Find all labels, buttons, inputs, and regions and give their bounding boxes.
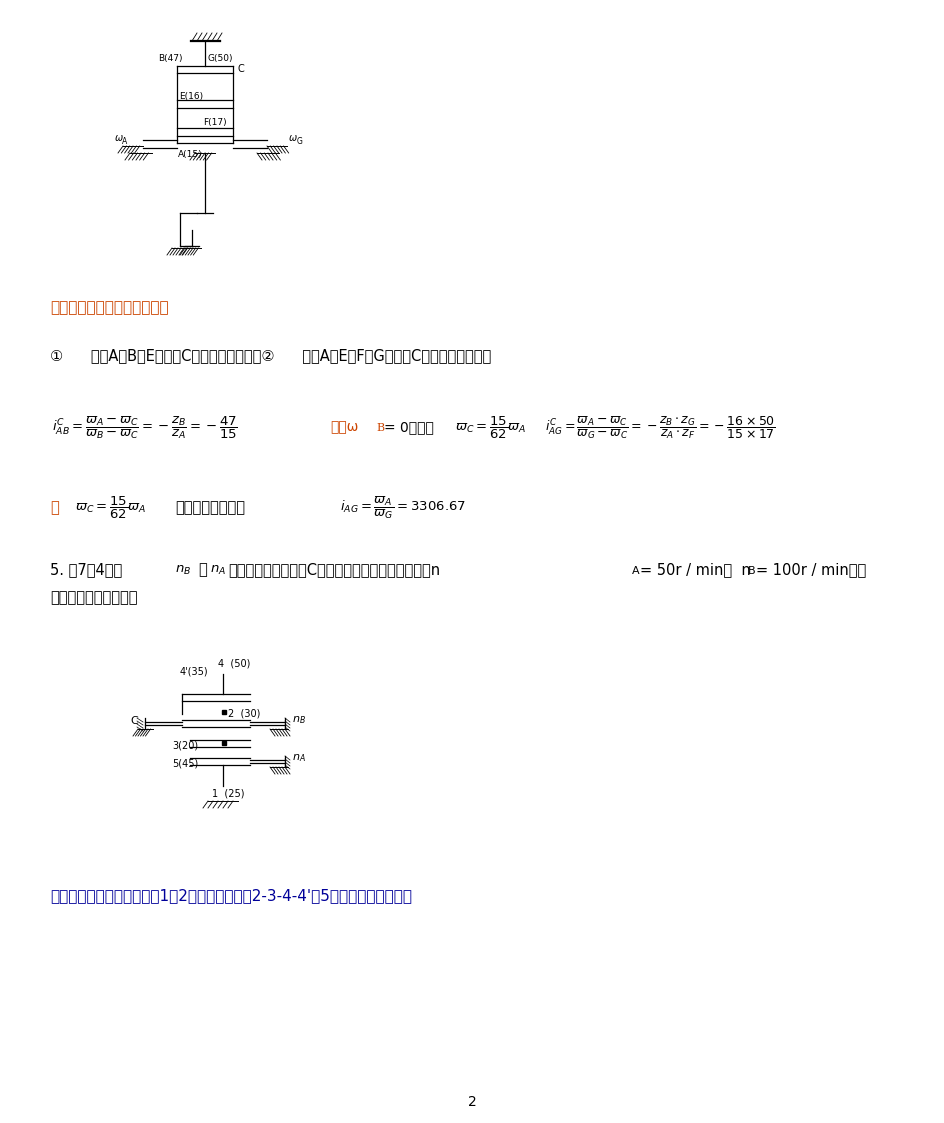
Text: 定转速的大小和转向。: 定转速的大小和转向。 — [50, 590, 138, 605]
Text: $n_{A}$: $n_{A}$ — [292, 752, 306, 764]
Text: 因为ω: 因为ω — [329, 420, 358, 433]
Text: $i_{AG}^{C}=\dfrac{\varpi_{A}-\varpi_{C}}{\varpi_{G}-\varpi_{C}}=-\dfrac{z_{B}\c: $i_{AG}^{C}=\dfrac{\varpi_{A}-\varpi_{C}… — [545, 416, 775, 441]
Text: 2  (30): 2 (30) — [228, 707, 261, 718]
Text: A: A — [122, 137, 127, 146]
Text: 4  (50): 4 (50) — [218, 658, 250, 668]
Text: 2: 2 — [467, 1095, 476, 1110]
Text: $n_{B}$: $n_{B}$ — [175, 564, 191, 577]
Text: E(16): E(16) — [178, 91, 203, 100]
Text: ω: ω — [289, 133, 296, 143]
Text: 为轮系的输入运动，C为轮系的运动输出构件。已知n: 为轮系的输入运动，C为轮系的运动输出构件。已知n — [228, 562, 440, 577]
Text: = 100r / min，确: = 100r / min，确 — [755, 562, 866, 577]
Text: $\varpi_{C}=\dfrac{15}{62}\varpi_{A}$: $\varpi_{C}=\dfrac{15}{62}\varpi_{A}$ — [454, 416, 526, 441]
Text: A(15): A(15) — [177, 150, 202, 159]
Text: $n_{A}$: $n_{A}$ — [210, 564, 226, 577]
Text: C: C — [237, 64, 244, 74]
Text: C: C — [130, 716, 138, 725]
Text: 4'(35): 4'(35) — [179, 666, 209, 676]
Text: 5(45): 5(45) — [172, 758, 198, 768]
Text: B: B — [376, 423, 383, 433]
Text: ω: ω — [115, 133, 123, 143]
Text: F(17): F(17) — [203, 119, 227, 128]
Text: ，: ， — [198, 562, 207, 577]
Text: $i_{AG}=\dfrac{\varpi_{A}}{\varpi_{G}}=3306.67$: $i_{AG}=\dfrac{\varpi_{A}}{\varpi_{G}}=3… — [340, 495, 465, 521]
Text: 答：将轮系分为两个周转轮系: 答：将轮系分为两个周转轮系 — [50, 300, 168, 314]
Text: $\varpi_{C}=\dfrac{15}{62}\varpi_{A}$: $\varpi_{C}=\dfrac{15}{62}\varpi_{A}$ — [75, 495, 146, 521]
Text: = 50r / min，  n: = 50r / min， n — [639, 562, 750, 577]
Text: ①      齿轮A、B、E和系杆C组成的行星轮系；②      齿轮A、E、F、G和系杆C组成的差动轮系。: ① 齿轮A、B、E和系杆C组成的行星轮系；② 齿轮A、E、F、G和系杆C组成的差… — [50, 348, 491, 363]
Text: = 0，所以: = 0，所以 — [383, 420, 433, 433]
Text: $n_{B}$: $n_{B}$ — [292, 714, 306, 725]
Text: A: A — [632, 566, 639, 576]
Text: 1  (25): 1 (25) — [211, 788, 244, 798]
Text: 5. 图7－4中，: 5. 图7－4中， — [50, 562, 122, 577]
Text: G(50): G(50) — [208, 54, 233, 63]
Text: 代入上式，最后得: 代入上式，最后得 — [175, 500, 244, 515]
Text: 3(20): 3(20) — [172, 740, 198, 750]
Text: G: G — [296, 137, 303, 146]
Text: 将: 将 — [50, 500, 59, 515]
Text: $i_{AB}^{C}=\dfrac{\varpi_{A}-\varpi_{C}}{\varpi_{B}-\varpi_{C}}=-\dfrac{z_{B}}{: $i_{AB}^{C}=\dfrac{\varpi_{A}-\varpi_{C}… — [52, 416, 238, 441]
Text: 答：该轮系是由定轴轮系（1－2）和周转轮系（2-3-4-4'－5）组成的混合轮系。: 答：该轮系是由定轴轮系（1－2）和周转轮系（2-3-4-4'－5）组成的混合轮系… — [50, 888, 412, 903]
Text: B(47): B(47) — [159, 54, 183, 63]
Text: B: B — [748, 566, 755, 576]
